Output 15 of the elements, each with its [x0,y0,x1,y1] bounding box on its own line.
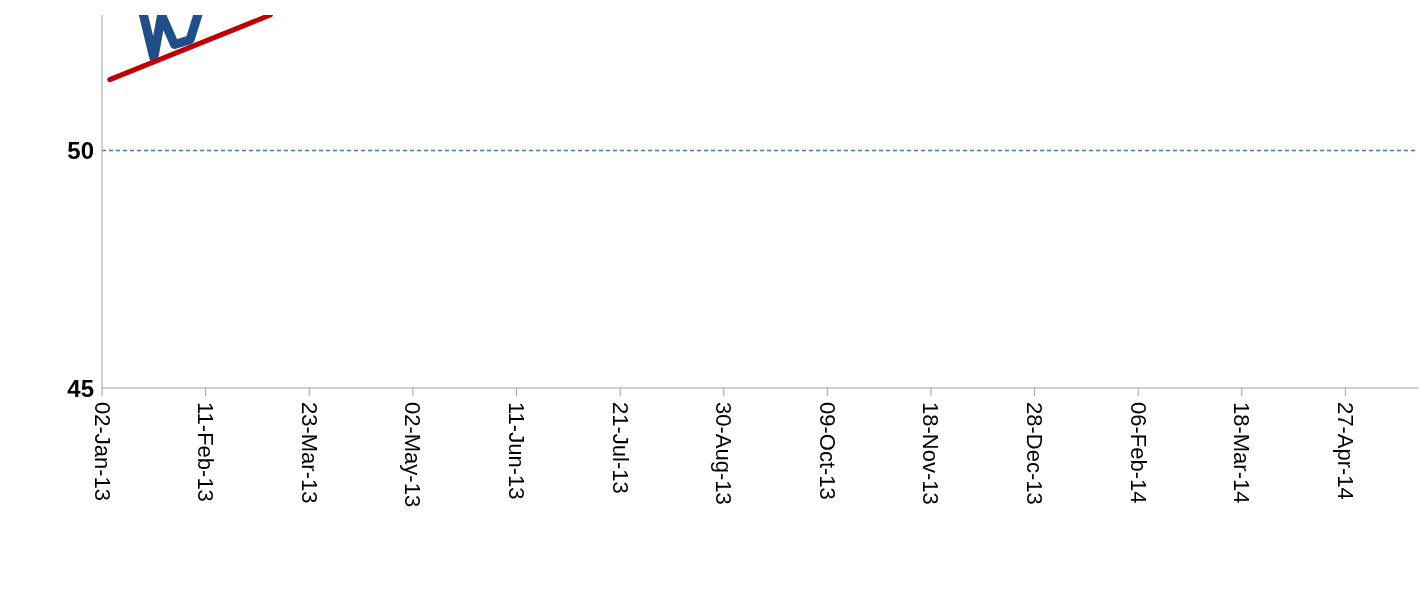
x-tick-label: 18-Nov-13 [918,402,944,505]
x-tick-label: 30-Aug-13 [711,402,737,505]
x-tick-label: 06-Feb-14 [1125,402,1151,504]
x-tick-label: 23-Mar-13 [296,402,322,504]
x-tick-label: 21-Jul-13 [607,402,633,494]
x-tick-label: 09-Oct-13 [814,402,840,500]
x-tick-label: 02-May-13 [400,402,426,508]
x-tick-label: 02-Jan-13 [89,402,115,502]
x-tick-label: 11-Feb-13 [193,402,219,502]
x-tick-label: 27-Apr-14 [1332,402,1358,500]
x-tick-label: 28-Dec-13 [1022,402,1048,505]
y-tick-label: 50 [67,136,94,164]
y-tick-label: 45 [67,374,94,402]
x-tick-label: 18-Mar-14 [1229,402,1255,504]
x-tick-label: 11-Jun-13 [503,402,529,500]
